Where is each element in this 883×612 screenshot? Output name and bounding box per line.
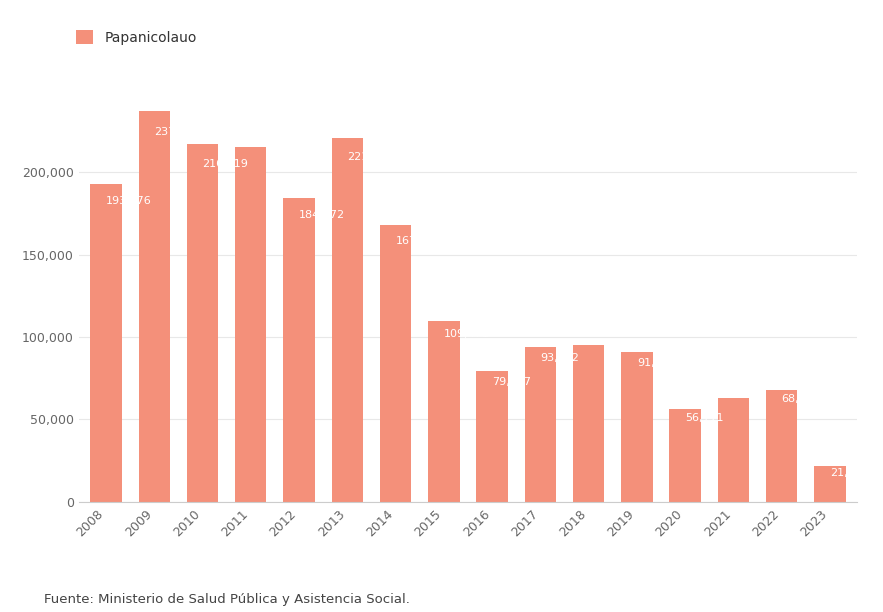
Bar <box>622 352 653 502</box>
Bar <box>477 371 508 502</box>
Text: 93,932: 93,932 <box>540 353 579 364</box>
Legend: Papanicolauo: Papanicolauo <box>71 24 202 51</box>
Text: 68,032: 68,032 <box>781 394 820 405</box>
Bar <box>332 138 363 502</box>
Bar <box>428 321 459 502</box>
Bar <box>187 144 218 502</box>
Bar <box>814 466 846 502</box>
Text: 109,471: 109,471 <box>444 329 490 338</box>
Text: 193,076: 193,076 <box>106 196 152 206</box>
Bar <box>669 409 701 502</box>
Text: 216,919: 216,919 <box>202 159 248 169</box>
Bar <box>283 198 314 502</box>
Bar <box>380 225 411 502</box>
Text: 56,111: 56,111 <box>685 413 724 423</box>
Bar <box>139 111 170 502</box>
Text: 184,272: 184,272 <box>299 211 345 220</box>
Text: 21,570: 21,570 <box>830 468 869 478</box>
Bar <box>766 390 797 502</box>
Text: 167,860: 167,860 <box>396 236 442 246</box>
Bar <box>573 345 604 502</box>
Bar <box>525 347 556 502</box>
Bar <box>718 398 749 502</box>
Text: 91,084: 91,084 <box>637 358 675 368</box>
Bar <box>235 147 267 502</box>
Text: 221,066: 221,066 <box>347 152 393 162</box>
Bar <box>90 184 122 502</box>
Text: 79,147: 79,147 <box>492 376 531 387</box>
Text: 237,021: 237,021 <box>155 127 200 137</box>
Text: Fuente: Ministerio de Salud Pública y Asistencia Social.: Fuente: Ministerio de Salud Pública y As… <box>44 593 410 606</box>
